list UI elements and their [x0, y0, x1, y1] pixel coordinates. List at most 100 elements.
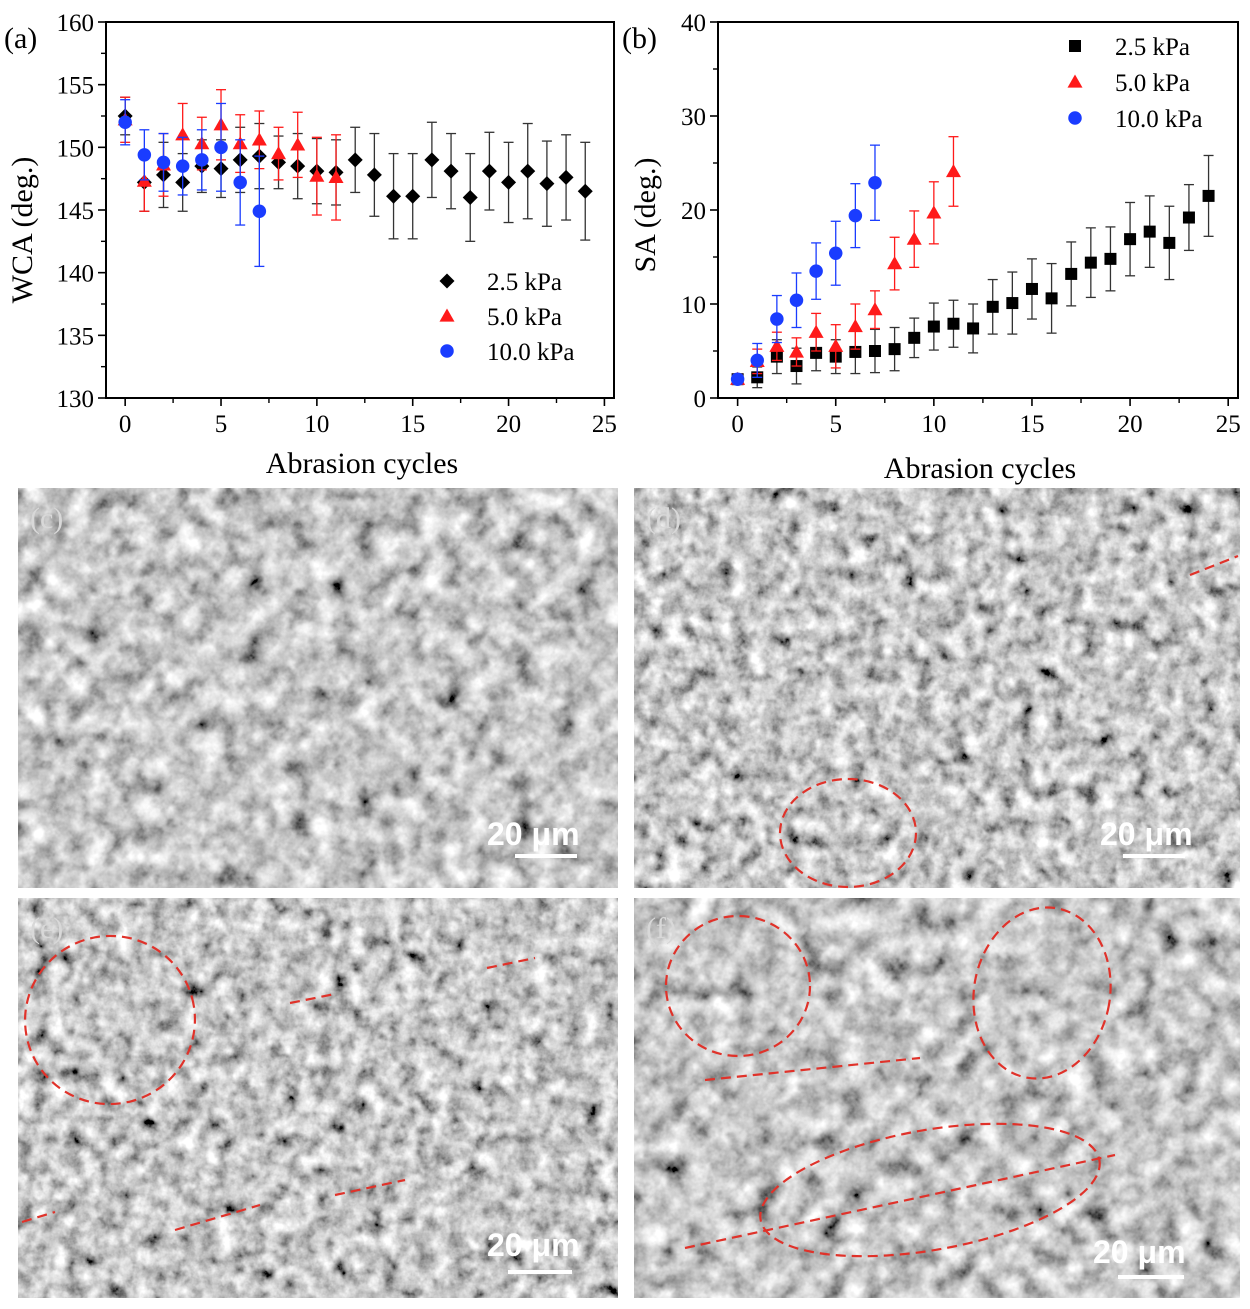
- scale-bar-label: 20 μm: [487, 816, 580, 852]
- data-point: [481, 131, 497, 211]
- legend-label: 10.0 kPa: [1115, 106, 1203, 133]
- defect-annotation: [759, 1122, 1101, 1258]
- data-point: [868, 328, 881, 374]
- sem-image: [634, 898, 1240, 1298]
- data-point: [501, 141, 517, 224]
- point-marker: [927, 320, 940, 333]
- sem-panel-label: (f): [646, 912, 676, 945]
- point-marker: [366, 167, 382, 183]
- point-marker: [328, 169, 344, 184]
- point-marker: [926, 205, 942, 219]
- data-point: [443, 132, 459, 210]
- x-tick-label: 25: [1216, 411, 1241, 438]
- x-tick-label: 0: [731, 411, 744, 438]
- x-tick-label: 10: [921, 411, 946, 438]
- data-marks: [730, 136, 1215, 389]
- data-point: [214, 102, 228, 192]
- defect-annotation: [664, 914, 812, 1058]
- data-point: [1182, 183, 1195, 252]
- point-marker: [520, 163, 536, 179]
- y-tick-label: 135: [57, 323, 95, 350]
- data-point: [788, 337, 804, 367]
- data-point: [828, 324, 844, 369]
- x-tick-label: 10: [304, 411, 329, 438]
- point-marker: [769, 338, 785, 352]
- panel-label: (b): [622, 22, 657, 55]
- y-tick-label: 130: [57, 386, 95, 413]
- data-point: [386, 152, 402, 240]
- axis-ticks: 0 5 10 15 20 25 130 135 140 145 150 155 160: [57, 10, 617, 438]
- data-point: [1163, 205, 1176, 281]
- point-marker: [462, 189, 478, 205]
- y-tick-label: 150: [57, 135, 95, 162]
- crack-annotation: [486, 956, 536, 970]
- data-point: [462, 152, 478, 242]
- data-marks: [117, 89, 593, 268]
- legend: 2.5 kPa 5.0 kPa 10.0 kPa: [439, 269, 575, 366]
- legend-item: 2.5 kPa: [439, 269, 562, 296]
- data-point: [156, 132, 171, 192]
- data-point: [577, 141, 593, 241]
- y-tick-label: 30: [681, 104, 706, 131]
- point-marker: [309, 168, 325, 182]
- point-marker: [887, 256, 903, 270]
- x-tick-label: 15: [1019, 411, 1044, 438]
- x-tick-label: 5: [215, 411, 228, 438]
- point-marker: [750, 353, 764, 368]
- legend-marker: [1067, 74, 1083, 88]
- point-marker: [175, 159, 190, 173]
- data-point: [1143, 195, 1156, 268]
- sem-image: [18, 898, 618, 1298]
- data-point: [927, 302, 940, 351]
- x-tick-label: 20: [1118, 411, 1143, 438]
- point-marker: [424, 152, 440, 168]
- data-point: [233, 139, 247, 226]
- sem-panel-f: (f) 20 μm: [634, 898, 1240, 1298]
- data-point: [906, 210, 922, 268]
- x-tick-label: 5: [829, 411, 842, 438]
- point-marker: [577, 183, 593, 199]
- point-marker: [539, 176, 555, 192]
- y-tick-label: 145: [57, 198, 95, 225]
- point-marker: [789, 293, 804, 307]
- data-point: [1025, 258, 1038, 320]
- data-point: [539, 140, 555, 227]
- point-marker: [867, 302, 883, 316]
- point-marker: [195, 153, 209, 167]
- point-marker: [810, 346, 823, 359]
- legend-item: 10.0 kPa: [1068, 106, 1203, 133]
- point-marker: [118, 115, 132, 130]
- data-point: [868, 144, 882, 221]
- x-tick-label: 15: [400, 411, 425, 438]
- data-point: [175, 136, 190, 196]
- point-marker: [808, 324, 824, 338]
- data-point: [366, 132, 382, 217]
- legend-marker: [439, 308, 455, 322]
- crack-annotation: [174, 1203, 261, 1232]
- point-marker: [1124, 233, 1137, 246]
- data-point: [1006, 271, 1019, 335]
- legend: 2.5 kPa 5.0 kPa 10.0 kPa: [1067, 34, 1203, 133]
- data-point: [424, 121, 440, 199]
- legend-label: 2.5 kPa: [487, 269, 562, 296]
- y-tick-label: 140: [57, 261, 95, 288]
- point-marker: [908, 331, 921, 344]
- chart-wca: 0 5 10 15 20 25 130 135 140 145 150 155 160 (a) Abra…: [4, 10, 617, 480]
- point-marker: [1163, 236, 1176, 249]
- data-point: [118, 99, 132, 146]
- point-marker: [828, 338, 844, 352]
- point-marker: [137, 148, 152, 162]
- defect-annotation: [23, 934, 197, 1106]
- data-point: [271, 126, 287, 181]
- legend-label: 5.0 kPa: [487, 304, 562, 331]
- data-point: [789, 272, 804, 329]
- data-point: [1104, 226, 1117, 292]
- data-point: [809, 242, 823, 300]
- point-marker: [156, 155, 171, 170]
- legend-label: 2.5 kPa: [1115, 34, 1190, 61]
- point-marker: [1143, 225, 1156, 238]
- crack-annotation: [289, 992, 336, 1005]
- legend-marker: [1068, 111, 1082, 125]
